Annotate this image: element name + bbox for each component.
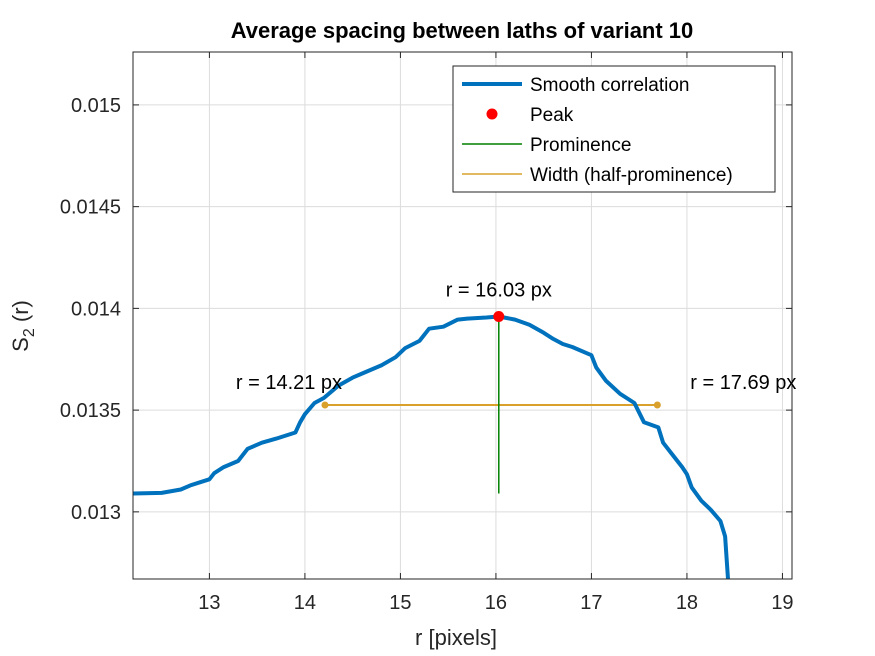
plot-area (133, 311, 730, 579)
x-tick-label: 15 (389, 592, 411, 614)
x-axis-label: r [pixels] (415, 625, 497, 650)
series-group (133, 311, 730, 579)
y-tick-label: 0.014 (71, 298, 121, 320)
y-tick-label: 0.0135 (60, 400, 121, 422)
x-tick-label: 14 (294, 592, 316, 614)
y-tick-label: 0.013 (71, 502, 121, 524)
peak-marker (493, 311, 505, 323)
y-tick-label: 0.0145 (60, 197, 121, 219)
width-endpoint (321, 401, 329, 409)
annotation-label: r = 17.69 px (690, 372, 796, 394)
x-tick-label: 18 (676, 592, 698, 614)
width-endpoint (653, 401, 661, 409)
legend-box (452, 65, 776, 193)
x-tick-label: 19 (771, 592, 793, 614)
legend-label-smooth-correlation: Smooth correlation (530, 75, 689, 96)
x-tick-label: 13 (198, 592, 220, 614)
y-axis-label-subscript: 2 (21, 328, 38, 337)
tick-labels: 13 14 15 16 17 18 19 0.013 0.0135 0.014 0.0145 0.01… (60, 95, 794, 614)
y-axis-label-suffix: (r) (8, 300, 33, 328)
legend-label-width: Width (half-prominence) (530, 165, 733, 186)
axes (132, 51, 793, 580)
annotation-label: r = 16.03 px (446, 280, 552, 302)
chart-title: Average spacing between laths of variant… (231, 18, 694, 43)
y-tick-label: 0.015 (71, 95, 121, 117)
annotation-label: r = 14.21 px (236, 372, 342, 394)
x-tick-label: 16 (485, 592, 507, 614)
legend: Smooth correlation Peak Prominence Width… (452, 65, 776, 193)
smooth-correlation-line (133, 314, 730, 579)
x-tick-label: 17 (580, 592, 602, 614)
legend-swatch-peak (486, 108, 498, 120)
legend-label-peak: Peak (530, 105, 574, 126)
y-axis-label-main: S (8, 337, 33, 352)
annotations: r = 16.03 px r = 14.21 px r = 17.69 px (236, 280, 797, 395)
legend-label-prominence: Prominence (530, 135, 631, 156)
axes-box (132, 51, 793, 580)
y-axis-label: S2 (r) (8, 300, 38, 352)
